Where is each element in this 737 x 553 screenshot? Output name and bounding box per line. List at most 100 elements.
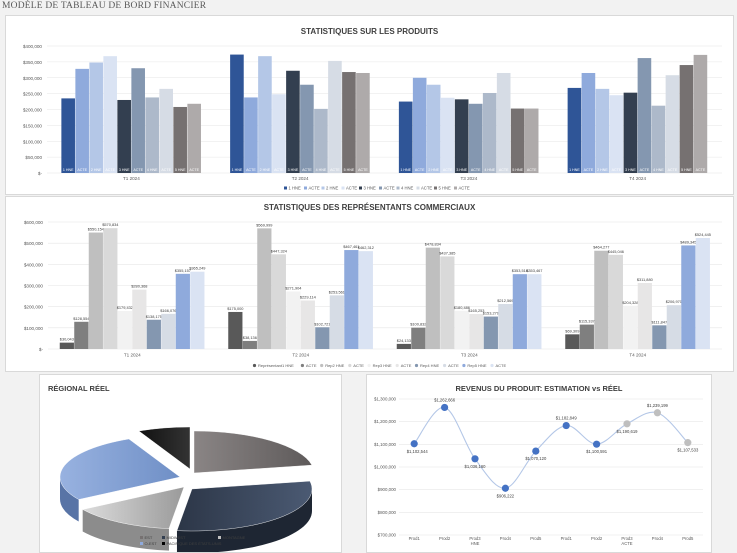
bar [146,319,161,349]
bar [75,68,89,173]
bar [230,54,244,174]
data-label: $524,445 [695,232,711,237]
legend-label: MONTAGNE [223,535,246,540]
bar-label: 1 HNE [63,168,74,172]
bar [145,97,159,173]
data-label: $478,834 [425,242,442,247]
legend-swatch [162,536,165,539]
legend-swatch [140,536,143,539]
data-label: $175,000 [227,306,244,311]
bar [258,56,272,173]
y-tick-label: $50,000 [25,155,42,160]
bar-label: ACTE [330,168,340,172]
legend-label: MIDWEST [167,535,186,540]
category-label: T3 2024 [460,176,477,181]
legend-swatch [414,363,419,368]
bar [271,254,286,349]
bar [175,273,190,349]
y-tick-label: $- [38,171,43,176]
revenue-title: REVENUS DU PRODUIT: ESTIMATION vs RÉEL [455,384,623,393]
bar-label: 5 HNE [175,168,186,172]
bar [103,56,117,173]
regional-pie-chart: EST MIDWEST MONTAGNE O-EST PACIFIQUE DES ÉTA… [59,426,313,552]
bar [117,99,131,173]
pie-slice-side [82,509,169,551]
data-label: $115,337 [579,319,595,324]
legend-label: 2 HNE [326,186,339,191]
data-label: $1,262,666 [434,397,456,402]
bar [609,95,624,173]
data-label: $1,239,199 [647,403,669,408]
legend-swatch [367,363,371,368]
bar [527,274,542,349]
bar-label: 3 HNE [456,168,467,172]
pie-slice-side [60,477,79,522]
legend-label: ACTE [306,363,317,368]
bar [483,316,498,349]
data-label: $570,834 [102,222,119,227]
data-label: $353,518 [512,268,528,273]
bar [329,295,344,349]
legend-swatch [462,363,466,368]
bar [74,321,89,349]
legend-swatch [395,363,399,368]
bar [257,228,272,349]
bar [581,72,596,173]
data-point [441,403,449,412]
data-point [623,420,631,428]
sales-rep-stats-title: STATISTIQUES DES REPRÉSENTANTS COMMERCIA… [263,203,476,212]
revenue-line-chart: $700,000 $800,000 $900,000 $1,000,000 $1,100… [374,397,703,546]
y-tick-label: $- [39,347,44,352]
bar-label: ACTE [77,168,87,172]
x-tick-label: Prod2 [439,536,451,541]
bar [679,65,694,173]
data-label: $179,432 [117,305,133,310]
bar [314,108,328,173]
bar [565,334,580,349]
data-label: $271,904 [285,285,302,290]
bar-label: 3 HNE [288,168,299,172]
data-label: $311,880 [637,277,654,282]
legend-swatch [454,186,457,190]
y-tick-label: $300,000 [24,284,44,289]
legend-swatch [443,363,447,368]
y-tick-label: $400,000 [24,262,44,267]
data-label: $30,043 [60,337,74,342]
bar-label: 4 HNE [316,168,327,172]
pie-slice-pacifique [138,426,191,470]
bar [131,68,145,173]
legend-label: 1 HNE [289,186,302,191]
bar [88,232,103,349]
bar [328,60,342,173]
bar [623,305,638,349]
x-tick-label: Prod4 [500,536,512,541]
bar [512,274,527,349]
data-label: $165,253 [468,308,484,313]
bar [244,97,258,173]
x-tick-label: Prod3 [621,536,633,541]
y-tick-label: $100,000 [24,326,44,331]
x-tick-label: Prod5 [682,536,694,541]
data-label: $253,561 [329,289,345,294]
bar-label: 4 HNE [147,168,158,172]
data-label: $353,467 [526,268,542,273]
bar [161,313,176,349]
bar [61,98,75,173]
sales-rep-stats-panel: STATISTIQUES DES REPRÉSENTANTS COMMERCIA… [5,196,734,372]
legend-swatch [434,186,437,190]
data-label: $462,312 [358,245,374,250]
legend-label: Rep4 HNE [420,363,439,368]
y-tick-label: $1,100,000 [374,442,397,447]
bar [498,304,513,349]
bar-label: ACTE [612,168,622,172]
bar-label: 2 HNE [91,168,102,172]
product-stats-panel: STATISTIQUES SUR LES PRODUITS $- $50,000 $… [5,15,734,195]
y-tick-label: $200,000 [24,305,44,310]
legend-swatch [320,363,324,368]
series-line [413,406,689,489]
legend-label: ACTE [384,186,395,191]
category-label: T2 2024 [292,176,309,181]
bar [579,324,594,349]
legend-swatch [490,363,494,368]
bar [411,327,426,349]
